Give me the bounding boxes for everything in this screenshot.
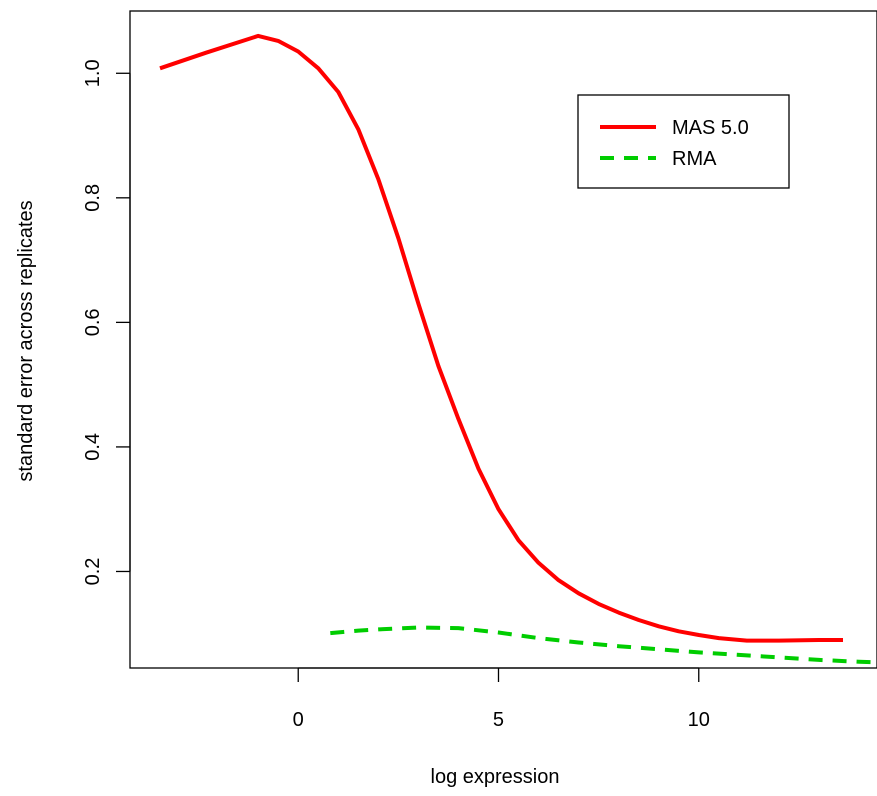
x-tick-label: 10 xyxy=(688,709,710,731)
y-axis: 0.2 0.4 0.6 0.8 1.0 xyxy=(82,59,131,586)
y-tick-label: 0.8 xyxy=(82,184,104,212)
x-axis-title: log expression xyxy=(431,766,560,788)
legend: MAS 5.0 RMA xyxy=(577,94,790,189)
series-line-mas-5-0 xyxy=(159,33,843,643)
y-tick-label: 0.4 xyxy=(82,433,104,461)
legend-label-mas5: MAS 5.0 xyxy=(672,117,749,139)
x-axis: 0 5 10 xyxy=(293,667,710,731)
series-layer xyxy=(159,33,877,665)
y-tick-label: 1.0 xyxy=(82,59,104,87)
y-axis-title: standard error across replicates xyxy=(15,200,37,481)
x-tick-label: 0 xyxy=(293,709,304,731)
x-tick-label: 5 xyxy=(493,709,504,731)
legend-label-rma: RMA xyxy=(672,148,717,170)
y-tick-label: 0.6 xyxy=(82,308,104,336)
y-tick-label: 0.2 xyxy=(82,558,104,586)
legend-box xyxy=(577,94,790,189)
series-line-rma xyxy=(330,625,877,665)
